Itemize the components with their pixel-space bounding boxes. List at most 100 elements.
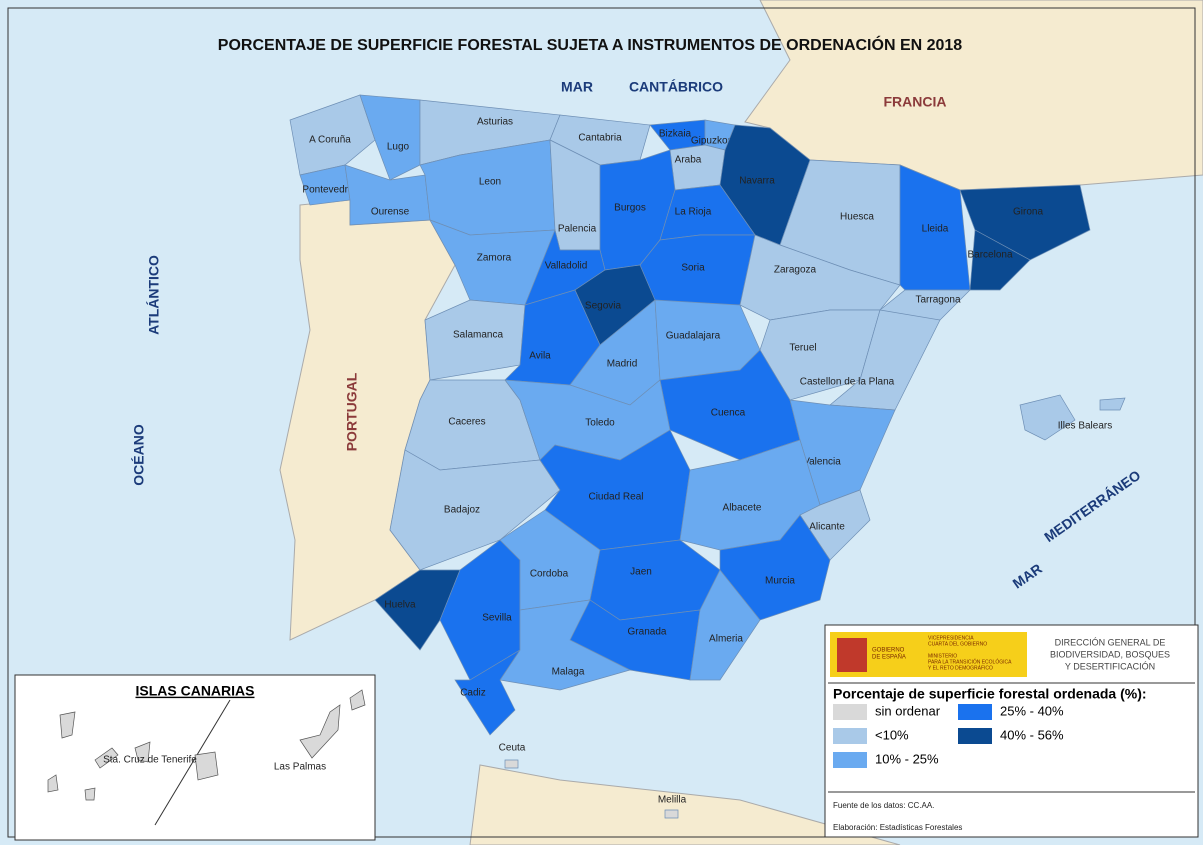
legend-label: 10% - 25%	[875, 751, 939, 766]
legend-swatch	[833, 704, 867, 720]
province-label: Ceuta	[499, 743, 526, 754]
province	[669, 144, 726, 191]
province	[389, 449, 561, 571]
island	[59, 711, 76, 739]
legend-label: sin ordenar	[875, 703, 941, 718]
sea-label: CANTÁBRICO	[629, 79, 723, 95]
province-label: Murcia	[765, 576, 795, 587]
province-label: Bizkaia	[659, 129, 692, 140]
province-label: Madrid	[607, 359, 638, 370]
source: Fuente de los datos: CC.AA.	[833, 801, 934, 810]
logo-text: CUARTA DEL GOBIERNO	[928, 641, 987, 647]
province-label: Jaen	[630, 567, 652, 578]
province-label: Asturias	[477, 117, 513, 128]
province-label: Malaga	[552, 667, 585, 678]
province-label: Melilla	[658, 795, 687, 806]
province-label: Granada	[628, 627, 667, 638]
province-label: Salamanca	[453, 330, 503, 341]
agency: DIRECCIÓN GENERAL DE	[1055, 637, 1166, 647]
legend-title: Porcentaje de superficie forestal ordena…	[833, 686, 1147, 702]
island-label: Las Palmas	[274, 762, 326, 773]
title: PORCENTAJE DE SUPERFICIE FORESTAL SUJETA…	[218, 35, 963, 54]
province-label: Ourense	[371, 207, 410, 218]
province	[969, 229, 1031, 291]
province	[454, 649, 521, 736]
island	[349, 689, 366, 711]
legend-swatch	[958, 728, 992, 744]
frame	[7, 7, 1196, 838]
province-label: Pontevedra	[302, 185, 354, 196]
country-label: PORTUGAL	[344, 372, 360, 451]
province-label: Palencia	[558, 224, 597, 235]
logo-text: MINISTERIO	[928, 653, 957, 659]
province	[664, 809, 679, 819]
legend-label: <10%	[875, 727, 909, 742]
province	[959, 184, 1091, 261]
province-label: Navarra	[739, 176, 775, 187]
province-label: Araba	[675, 155, 702, 166]
island	[299, 704, 341, 759]
province-label: Burgos	[614, 203, 646, 214]
island	[47, 774, 59, 793]
credit: Elaboración: Estadísticas Forestales	[833, 823, 962, 832]
island	[194, 751, 219, 781]
province-label: Teruel	[789, 343, 816, 354]
island	[134, 741, 151, 763]
province-label: Albacete	[723, 503, 762, 514]
province-label: Huesca	[840, 212, 874, 223]
province-label: Toledo	[585, 418, 615, 429]
province-label: Cantabria	[578, 133, 622, 144]
province-label: Cordoba	[530, 569, 569, 580]
agency: Y DESERTIFICACIÓN	[1065, 661, 1155, 671]
logo-text: DE ESPAÑA	[872, 654, 906, 661]
legend-label: 25% - 40%	[1000, 703, 1064, 718]
province-label: Girona	[1013, 207, 1043, 218]
island	[94, 747, 119, 769]
sea-label: ATLÁNTICO	[146, 255, 162, 335]
sea-label: OCÉANO	[131, 424, 147, 486]
province-label: Valencia	[803, 457, 841, 468]
province-label: Barcelona	[967, 250, 1012, 261]
province-label: Tarragona	[915, 295, 960, 306]
province-label: A Coruña	[309, 135, 351, 146]
logo-text: PARA LA TRANSICIÓN ECOLÓGICA	[928, 658, 1012, 665]
province	[504, 759, 519, 769]
province-label: Castellon de la Plana	[800, 377, 895, 388]
logo-text: VICEPRESIDENCIA	[928, 635, 974, 641]
province-label: Guadalajara	[666, 331, 721, 342]
province-label: Lleida	[922, 224, 949, 235]
province-label: Zamora	[477, 253, 512, 264]
sea-label: MAR	[561, 79, 593, 95]
inset-divider	[154, 699, 231, 826]
island-label: Sta. Cruz de Tenerife	[103, 755, 197, 766]
province-label: Sevilla	[482, 613, 512, 624]
country-label: FRANCIA	[884, 94, 947, 110]
province-label: Almeria	[709, 634, 743, 645]
island	[84, 787, 96, 801]
province-label: Cuenca	[711, 408, 746, 419]
province-label: Zaragoza	[774, 265, 817, 276]
province	[359, 94, 421, 181]
province	[799, 489, 871, 561]
province-label: Illes Balears	[1058, 421, 1112, 432]
province-label: Soria	[681, 263, 705, 274]
province-label: Alicante	[809, 522, 845, 533]
province-label: Segovia	[585, 301, 622, 312]
logo-text: GOBIERNO	[872, 648, 905, 654]
province	[1019, 394, 1126, 441]
province	[289, 94, 376, 176]
legend-swatch	[833, 728, 867, 744]
province-label: Cadiz	[460, 688, 486, 699]
agency: BIODIVERSIDAD, BOSQUES	[1050, 649, 1170, 659]
logo-text: Y EL RETO DEMOGRÁFICO	[928, 664, 993, 671]
province	[689, 569, 761, 681]
province	[424, 299, 526, 381]
inset-title: ISLAS CANARIAS	[135, 683, 254, 699]
province-label: Caceres	[448, 417, 485, 428]
province-label: Gipuzkoa	[691, 136, 734, 147]
province-label: Valladolid	[545, 261, 588, 272]
province-label: La Rioja	[675, 207, 712, 218]
province-label: Leon	[479, 177, 501, 188]
province-label: Badajoz	[444, 505, 480, 516]
